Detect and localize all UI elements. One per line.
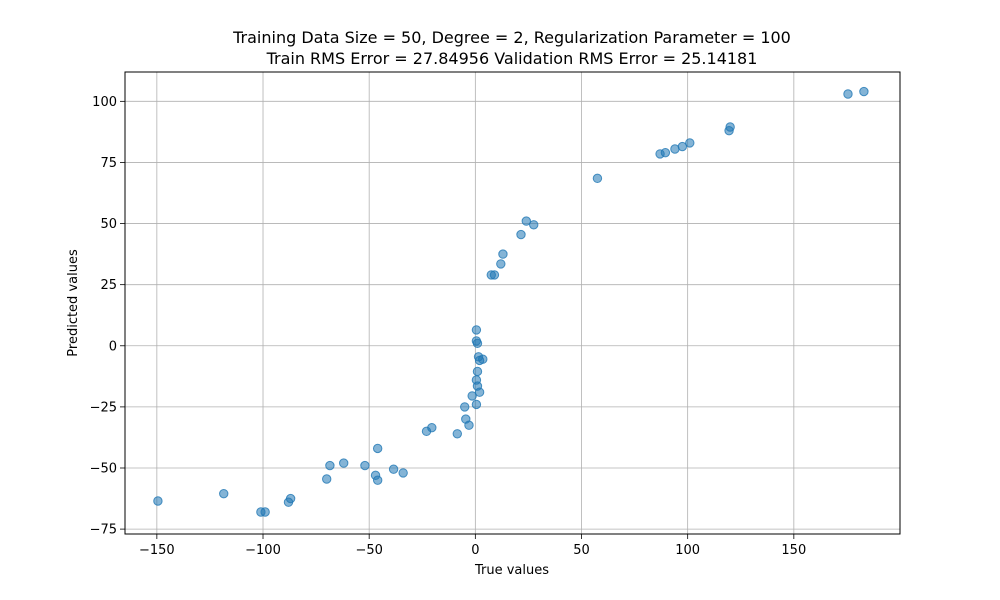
- x-tick-label: −50: [355, 543, 382, 558]
- data-point: [843, 89, 853, 99]
- data-point: [467, 391, 477, 401]
- data-points: [153, 86, 869, 517]
- y-tick-label: 75: [100, 156, 117, 171]
- chart-subtitle: Train RMS Error = 27.84956 Validation RM…: [266, 49, 758, 68]
- data-point: [725, 122, 735, 132]
- data-point: [498, 249, 508, 259]
- data-point: [338, 458, 349, 468]
- data-point: [285, 493, 296, 504]
- chart-title: Training Data Size = 50, Degree = 2, Reg…: [232, 28, 791, 47]
- data-point: [372, 443, 383, 454]
- data-point: [529, 220, 539, 230]
- data-point: [471, 399, 482, 410]
- data-point: [660, 147, 671, 158]
- y-tick-label: 100: [92, 95, 117, 110]
- plot-frame: [124, 71, 901, 535]
- x-tick-label: −100: [245, 543, 281, 558]
- y-axis-label: Predicted values: [66, 249, 81, 357]
- y-axis-ticks: −75 −50 −25 0 25 50 75 100: [90, 95, 125, 538]
- x-tick-label: 100: [675, 543, 700, 558]
- data-point: [427, 422, 437, 433]
- x-axis-label: True values: [474, 563, 549, 578]
- grid: [125, 72, 900, 534]
- data-point: [496, 259, 506, 269]
- x-tick-label: 150: [781, 543, 806, 558]
- y-tick-label: 25: [100, 278, 117, 293]
- y-tick-label: 50: [100, 217, 117, 232]
- x-tick-label: 50: [573, 543, 590, 558]
- data-point: [260, 507, 270, 517]
- y-tick-label: −25: [90, 400, 117, 415]
- y-tick-label: −50: [90, 462, 117, 477]
- data-point: [322, 474, 332, 484]
- data-point: [521, 216, 532, 226]
- data-point: [153, 496, 163, 506]
- data-point: [464, 420, 474, 430]
- data-point: [471, 325, 482, 335]
- x-axis-ticks: −150 −100 −50 0 50 100 150: [139, 534, 806, 558]
- data-point: [452, 429, 462, 439]
- data-point: [398, 468, 408, 478]
- data-point: [859, 86, 869, 97]
- y-tick-label: 0: [109, 339, 117, 354]
- data-point: [489, 270, 500, 280]
- data-point: [478, 354, 488, 364]
- y-tick-label: −75: [90, 523, 117, 538]
- x-tick-label: 0: [471, 543, 479, 558]
- data-point: [460, 402, 470, 412]
- data-point: [516, 229, 526, 240]
- data-point: [474, 387, 485, 397]
- data-point: [372, 475, 383, 485]
- data-point: [360, 460, 370, 471]
- data-point: [685, 138, 695, 148]
- x-tick-label: −150: [139, 543, 175, 558]
- data-point: [325, 460, 335, 471]
- data-point: [388, 464, 399, 474]
- data-point: [592, 173, 603, 184]
- data-point: [677, 141, 688, 152]
- data-point: [472, 338, 483, 349]
- data-point: [219, 488, 229, 499]
- data-point: [472, 366, 483, 377]
